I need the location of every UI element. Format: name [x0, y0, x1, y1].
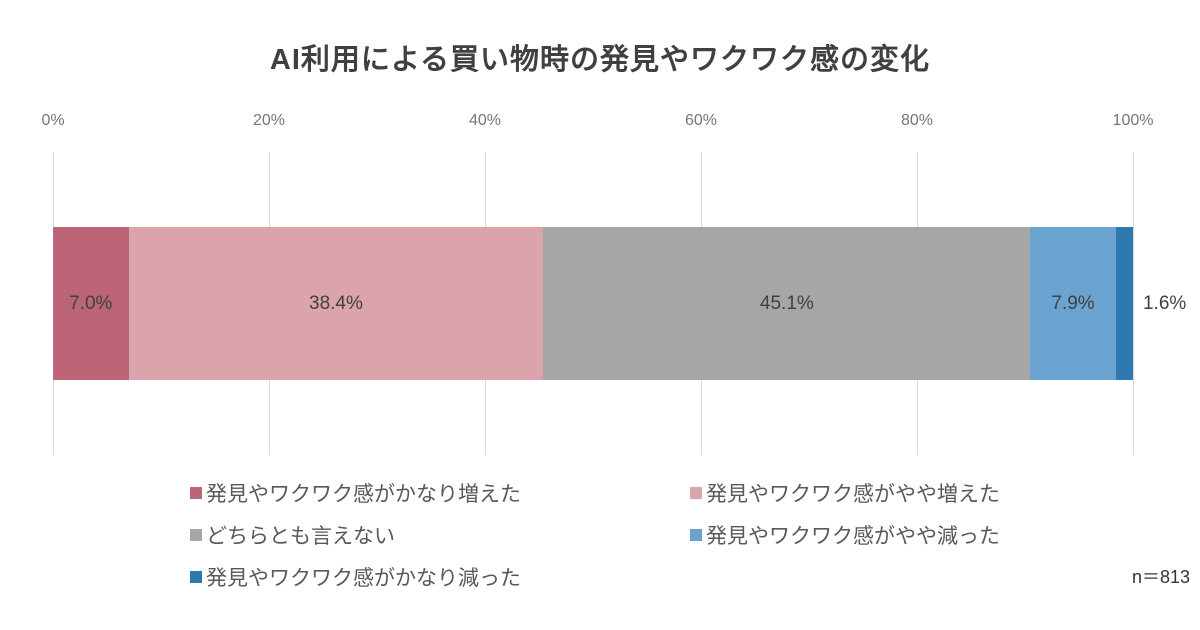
legend-item-label: 発見やワクワク感がやや減った [706, 525, 1000, 548]
x-axis-tick-0: 0% [41, 112, 65, 129]
legend: 発見やワクワク感がかなり増えた 発見やワクワク感がやや増えた どちらとも言えない… [190, 478, 1000, 592]
legend-item-yaya-fueta: 発見やワクワク感がやや増えた [690, 478, 1000, 508]
legend-marker-icon [690, 529, 702, 541]
bar-segment-kanari-hetta: 1.6% [1115, 227, 1186, 380]
bar-segment-kanari-fueta: 7.0% [53, 227, 129, 380]
bar-segment-label: 7.9% [1051, 292, 1095, 314]
stacked-bar: 7.0% 38.4% 45.1% 7.9% 1.6% [53, 227, 1186, 380]
gridline-100 [1133, 152, 1134, 455]
legend-marker-icon [690, 487, 702, 499]
sample-size-note: n＝813 [1131, 567, 1190, 587]
legend-item-yaya-hetta: 発見やワクワク感がやや減った [690, 520, 1000, 550]
legend-item-label: 発見やワクワク感がかなり減った [206, 567, 521, 590]
chart-title: AI利用による買い物時の発見やワクワク感の変化 [269, 44, 931, 76]
x-axis-tick-40: 40% [468, 112, 502, 129]
x-axis-tick-labels: 0% 20% 40% 60% 80% 100% [41, 112, 1153, 136]
legend-item-label: どちらとも言えない [206, 525, 395, 548]
bar-segment-label: 7.0% [69, 292, 113, 314]
bar-segment-label: 1.6% [1142, 292, 1187, 314]
legend-marker-icon [190, 529, 202, 541]
bar-segment-label: 45.1% [759, 292, 814, 314]
legend-item-label: 発見やワクワク感がやや増えた [706, 483, 1000, 506]
legend-item-label: 発見やワクワク感がかなり増えた [206, 483, 521, 506]
x-axis-tick-80: 80% [900, 112, 934, 129]
x-axis-tick-20: 20% [252, 112, 286, 129]
legend-marker-icon [190, 571, 202, 583]
x-axis-tick-100: 100% [1112, 112, 1154, 129]
legend-item-kanari-fueta: 発見やワクワク感がかなり増えた [190, 478, 690, 508]
legend-item-kanari-hetta: 発見やワクワク感がかなり減った [190, 562, 690, 592]
x-axis-tick-60: 60% [684, 112, 718, 129]
legend-marker-icon [190, 487, 202, 499]
plot-area: 7.0% 38.4% 45.1% 7.9% 1.6% [53, 152, 1186, 455]
legend-item-dochira-tomo: どちらとも言えない [190, 520, 690, 550]
bar-segment-dochira-tomo: 45.1% [543, 227, 1031, 380]
bar-segment-yaya-fueta: 38.4% [128, 227, 544, 380]
bar-segment-yaya-hetta: 7.9% [1030, 227, 1116, 380]
bar-segment-label: 38.4% [309, 292, 363, 314]
